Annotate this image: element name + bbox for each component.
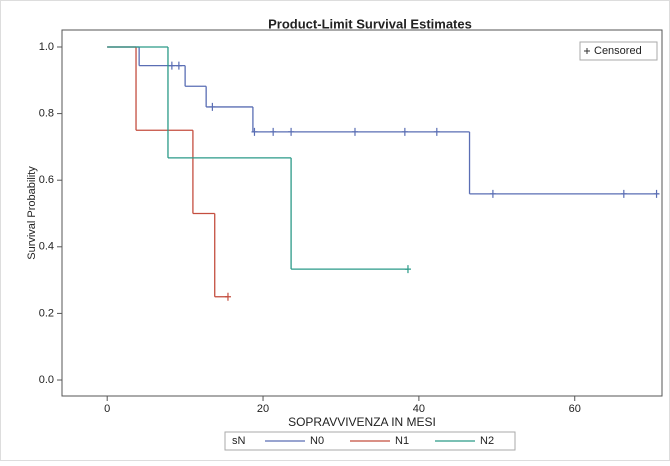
censored-label: Censored — [594, 45, 642, 57]
y-axis-label: Survival Probability — [26, 166, 38, 260]
x-tick-label: 20 — [257, 403, 269, 415]
censored-legend — [579, 41, 658, 61]
x-axis-label: SOPRAVVIVENZA IN MESI — [288, 415, 436, 429]
censor-mark — [209, 102, 216, 111]
y-tick-label: 0.0 — [39, 374, 54, 386]
censor-mark — [351, 127, 358, 136]
y-tick-label: 0.2 — [39, 307, 54, 319]
y-tick-label: 0.4 — [39, 241, 54, 253]
x-tick-label: 60 — [569, 403, 581, 415]
censor-mark — [270, 127, 277, 136]
censor-mark — [404, 265, 411, 274]
censor-mark — [251, 127, 258, 136]
plot-frame — [61, 29, 663, 397]
y-tick-label: 0.6 — [39, 174, 54, 186]
censor-mark — [433, 127, 440, 136]
censor-mark — [288, 127, 295, 136]
legend-label: N1 — [395, 435, 409, 447]
censor-mark — [401, 127, 408, 136]
y-tick-label: 1.0 — [39, 41, 54, 53]
censor-mark — [653, 189, 660, 198]
x-tick-label: 40 — [413, 403, 425, 415]
legend-label: N0 — [310, 435, 324, 447]
censor-mark — [175, 61, 182, 70]
legend-title: sN — [232, 435, 246, 447]
censored-symbol — [584, 48, 590, 54]
censor-mark — [489, 189, 496, 198]
chart-title: Product-Limit Survival Estimates — [268, 16, 472, 31]
y-tick-label: 0.8 — [39, 107, 54, 119]
legend-label: N2 — [480, 435, 494, 447]
censor-mark — [168, 61, 175, 70]
censor-mark — [224, 292, 231, 301]
x-tick-label: 0 — [104, 403, 110, 415]
censor-mark — [620, 189, 627, 198]
